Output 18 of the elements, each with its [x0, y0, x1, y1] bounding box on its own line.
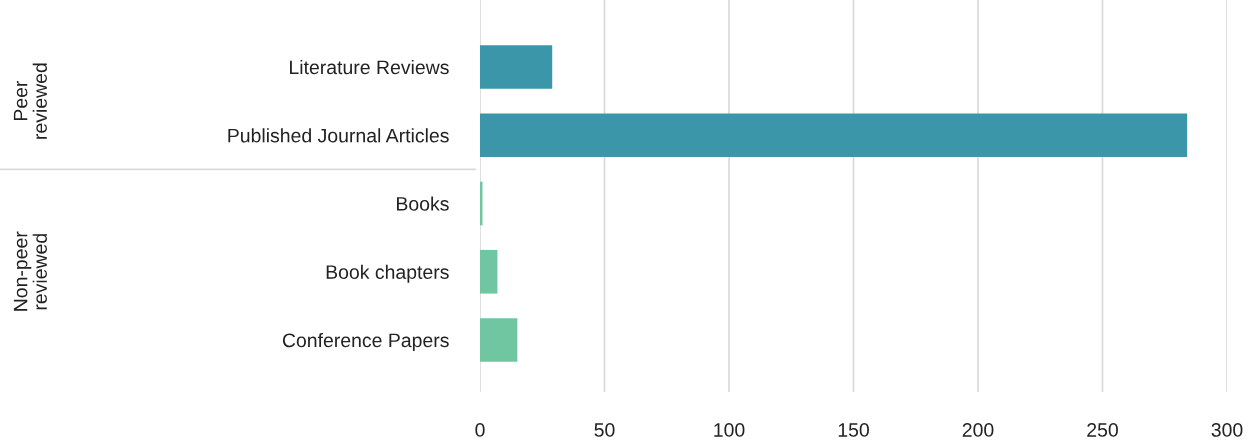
x-tick-label: 50: [594, 423, 615, 437]
bar: [480, 113, 1188, 158]
y-tick-label: Literature Reviews: [290, 59, 449, 75]
y-tick-label: Published Journal Articles: [228, 128, 449, 143]
y-tick-label: Conference Papers: [282, 332, 449, 352]
bar: [480, 45, 553, 89]
x-tick-label: 100: [714, 423, 745, 437]
bar: [480, 249, 498, 294]
text: Peer reviewed: [13, 63, 47, 139]
x-tick-label: 250: [1087, 423, 1118, 437]
y-tick-label: Book chapters: [326, 264, 449, 283]
x-tick-label: 200: [962, 423, 994, 437]
x-tick-label: 0: [475, 423, 485, 437]
x-tick-label: 300: [1211, 423, 1243, 437]
bar: [480, 318, 518, 362]
x-tick-label: 150: [838, 423, 869, 437]
y-tick-label: Books: [397, 196, 449, 211]
text: Non-peer reviewed: [13, 231, 47, 311]
